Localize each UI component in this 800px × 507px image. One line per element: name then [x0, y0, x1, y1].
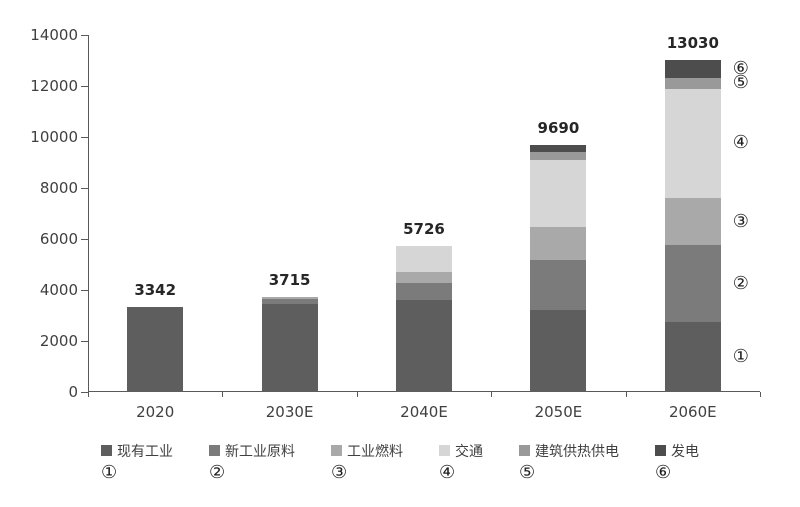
legend-item-4: 交通 ④ [439, 443, 483, 486]
x-axis-label: 2030E [265, 403, 314, 421]
bar-segment-6 [530, 144, 587, 153]
bar-segment-1 [530, 310, 587, 392]
y-axis-label: 8000 [39, 179, 78, 197]
y-axis-label: 6000 [39, 230, 78, 248]
legend-swatch-icon [331, 445, 342, 456]
bar-segment-1 [261, 304, 318, 392]
bar-total-label: 3715 [268, 271, 311, 290]
x-axis-label: 2050E [534, 403, 583, 421]
bar-segment-2 [261, 299, 318, 304]
legend-swatch-icon [519, 445, 530, 456]
y-axis-tick [81, 341, 88, 342]
x-axis-tick [625, 392, 627, 397]
bar-segment-1 [127, 306, 184, 392]
legend-label: 现有工业 [117, 443, 173, 460]
segment-annotation-6: ⑥ [732, 58, 749, 80]
legend-swatch-icon [439, 445, 450, 456]
bar-total-label: 13030 [666, 33, 719, 52]
legend-number-marker: ⑤ [519, 462, 536, 483]
y-axis-label: 0 [68, 383, 78, 401]
bar-segment-4 [530, 160, 587, 228]
legend: 现有工业 ① 新工业原料 ② 工业燃料 ③ 交通 ④ 建筑供热供电 ⑤ 发电 ⑥ [0, 443, 800, 486]
y-axis-label: 4000 [39, 281, 78, 299]
x-axis-tick [491, 392, 493, 397]
bar-segment-3 [664, 198, 721, 246]
x-axis-tick [760, 392, 761, 397]
y-axis-label: 12000 [30, 77, 78, 95]
bar-segment-5 [664, 78, 721, 89]
bar-segment-3 [261, 297, 318, 300]
x-axis-label: 2060E [668, 403, 717, 421]
legend-number-marker: ② [209, 462, 226, 483]
y-axis-tick [81, 290, 88, 291]
y-axis-tick [81, 188, 88, 189]
segment-annotation-5: ⑤ [732, 72, 749, 94]
segment-annotation-2: ② [732, 272, 749, 294]
legend-label: 发电 [671, 443, 699, 460]
bar-segment-2 [530, 260, 587, 311]
legend-swatch-icon [101, 445, 112, 456]
bar-segment-5 [530, 152, 587, 161]
bar-segment-2 [664, 245, 721, 322]
legend-item-1: 现有工业 ① [101, 443, 173, 486]
y-axis-label: 14000 [30, 26, 78, 44]
y-axis-tick [81, 137, 88, 138]
bar-total-label: 5726 [403, 219, 445, 238]
x-axis-label: 2040E [400, 403, 448, 421]
bar-segment-3 [396, 272, 452, 284]
y-axis-label: 10000 [30, 128, 78, 146]
bar-segment-1 [664, 321, 721, 392]
legend-swatch-icon [209, 445, 220, 456]
x-axis-tick [88, 392, 89, 397]
bar-segment-4 [396, 245, 452, 273]
y-axis-tick [81, 392, 88, 393]
legend-item-3: 工业燃料 ③ [331, 443, 403, 486]
legend-item-6: 发电 ⑥ [655, 443, 699, 486]
bar-segment-4 [664, 88, 721, 199]
legend-label: 建筑供热供电 [535, 443, 619, 460]
segment-annotation-1: ① [732, 345, 749, 367]
legend-label: 工业燃料 [347, 443, 403, 460]
legend-number-marker: ③ [331, 462, 348, 483]
y-axis-tick [81, 86, 88, 87]
legend-label: 新工业原料 [225, 443, 295, 460]
x-axis-label: 2020 [136, 403, 175, 421]
y-axis-label: 2000 [39, 332, 78, 350]
legend-label: 交通 [455, 443, 483, 460]
legend-item-5: 建筑供热供电 ⑤ [519, 443, 619, 486]
legend-number-marker: ① [101, 462, 118, 483]
bar-segment-2 [396, 283, 452, 301]
segment-annotation-3: ③ [732, 210, 749, 232]
bar-total-label: 9690 [537, 118, 580, 137]
segment-annotation-4: ④ [732, 132, 749, 154]
bar-total-label: 3342 [134, 280, 177, 299]
legend-number-marker: ⑥ [655, 462, 672, 483]
bar-segment-6 [664, 59, 721, 79]
x-axis-tick [356, 392, 358, 397]
x-axis-tick [222, 392, 224, 397]
bar-segment-1 [396, 300, 452, 392]
legend-item-2: 新工业原料 ② [209, 443, 295, 486]
legend-number-marker: ④ [439, 462, 456, 483]
bar-segment-3 [530, 227, 587, 261]
y-axis-tick [81, 35, 88, 36]
legend-swatch-icon [655, 445, 666, 456]
y-axis-tick [81, 239, 88, 240]
